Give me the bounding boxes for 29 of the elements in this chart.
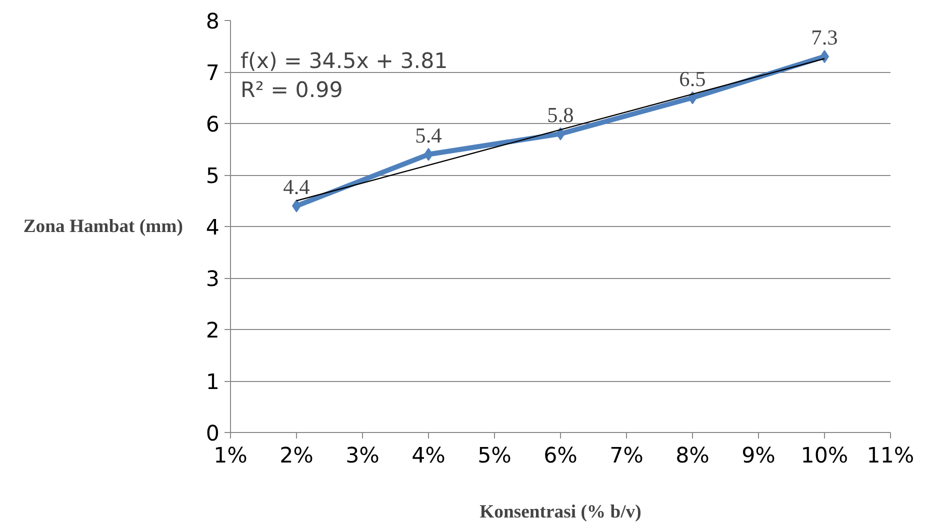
x-tick-label: 6% <box>544 444 578 468</box>
annotation: f(x) = 34.5x + 3.81 <box>240 49 448 74</box>
y-tick-label: 6 <box>206 112 220 138</box>
y-tick-label: 8 <box>206 10 220 34</box>
x-tick-label: 9% <box>742 444 776 468</box>
data-label: 5.4 <box>415 123 442 148</box>
y-axis-title: Zona Hambat (mm) <box>23 216 183 237</box>
y-tick-label: 3 <box>206 267 220 292</box>
y-tick-label: 4 <box>206 216 220 240</box>
y-tick-label: 5 <box>206 164 220 189</box>
data-label: 4.4 <box>283 174 310 199</box>
data-label: 7.3 <box>811 26 838 50</box>
y-tick-label: 1 <box>206 370 220 395</box>
y-tick-label: 7 <box>206 61 220 86</box>
x-tick-label: 2% <box>280 444 314 468</box>
x-tick-label: 10% <box>800 444 848 468</box>
annotation: R² = 0.99 <box>240 78 343 104</box>
x-axis-title: Konsentrasi (% b/v) <box>480 502 642 522</box>
x-tick-label: 1% <box>214 444 248 468</box>
x-tick-label: 5% <box>478 444 512 468</box>
data-label: 5.8 <box>547 102 574 127</box>
data-label: 6.5 <box>679 66 706 91</box>
x-tick-label: 4% <box>412 444 446 468</box>
x-tick-label: 8% <box>676 444 710 468</box>
x-tick-label: 11% <box>866 444 914 468</box>
y-tick-label: 2 <box>206 318 220 344</box>
x-tick-label: 7% <box>610 444 644 468</box>
x-tick-label: 3% <box>346 444 380 468</box>
y-tick-label: 0 <box>206 422 220 446</box>
